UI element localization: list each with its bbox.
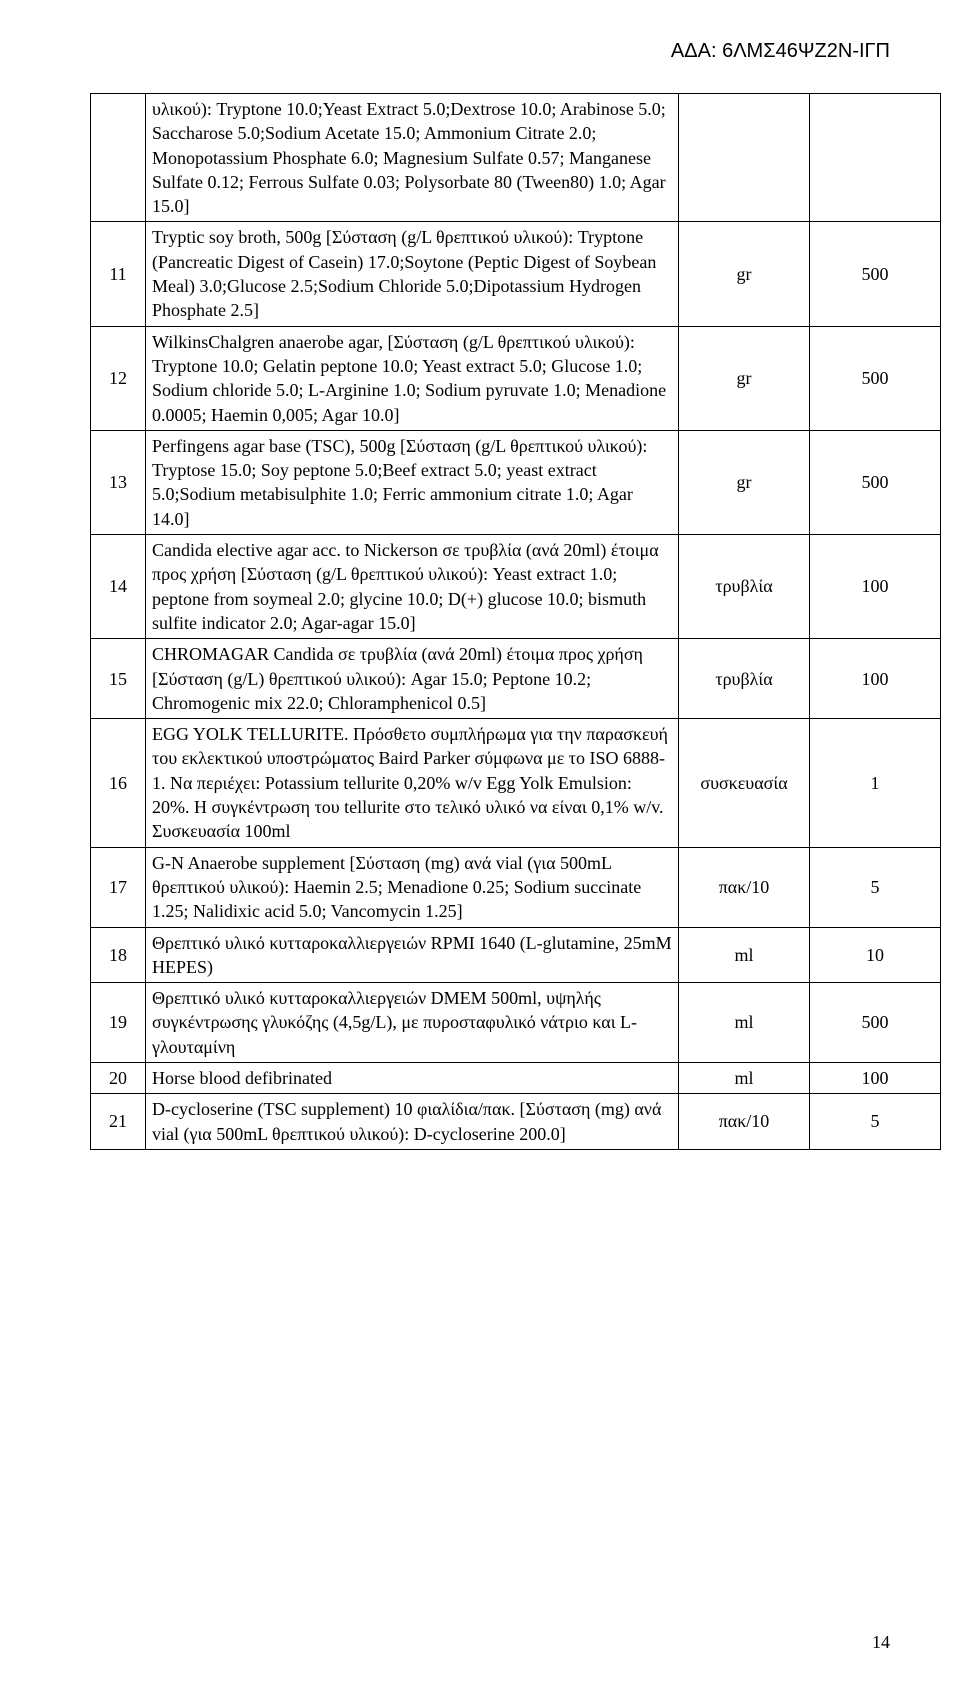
cell-desc: Tryptic soy broth, 500g [Σύσταση (g/L θρ…	[146, 222, 679, 326]
table-row: υλικού): Tryptone 10.0;Yeast Extract 5.0…	[91, 94, 941, 222]
cell-qty: 100	[810, 535, 941, 639]
document-page: ΑΔΑ: 6ΛΜΣ46ΨΖ2Ν-ΙΓΠ υλικού): Tryptone 10…	[0, 0, 960, 1683]
cell-num: 21	[91, 1094, 146, 1150]
table-row: 19 Θρεπτικό υλικό κυτταροκαλλιεργειών DM…	[91, 983, 941, 1063]
cell-desc: WilkinsChalgren anaerobe agar, [Σύσταση …	[146, 326, 679, 430]
cell-desc: Θρεπτικό υλικό κυτταροκαλλιεργειών DMEM …	[146, 983, 679, 1063]
cell-qty: 5	[810, 847, 941, 927]
cell-qty: 5	[810, 1094, 941, 1150]
cell-unit: ml	[679, 983, 810, 1063]
table-row: 13 Perfingens agar base (TSC), 500g [Σύσ…	[91, 430, 941, 534]
cell-num: 15	[91, 639, 146, 719]
cell-qty: 1	[810, 719, 941, 847]
cell-desc: G-N Anaerobe supplement [Σύσταση (mg) αν…	[146, 847, 679, 927]
cell-num: 13	[91, 430, 146, 534]
cell-num: 16	[91, 719, 146, 847]
table-row: 12 WilkinsChalgren anaerobe agar, [Σύστα…	[91, 326, 941, 430]
cell-num	[91, 94, 146, 222]
table-row: 16 EGG YOLK TELLURITE. Πρόσθετο συμπλήρω…	[91, 719, 941, 847]
table-row: 17 G-N Anaerobe supplement [Σύσταση (mg)…	[91, 847, 941, 927]
table-row: 20 Horse blood defibrinated ml 100	[91, 1062, 941, 1093]
cell-num: 14	[91, 535, 146, 639]
spec-table: υλικού): Tryptone 10.0;Yeast Extract 5.0…	[90, 93, 941, 1150]
cell-unit: πακ/10	[679, 847, 810, 927]
cell-unit: τρυβλία	[679, 639, 810, 719]
table-row: 21 D-cycloserine (TSC supplement) 10 φια…	[91, 1094, 941, 1150]
cell-unit: gr	[679, 222, 810, 326]
table-row: 15 CHROMAGAR Candida σε τρυβλία (ανά 20m…	[91, 639, 941, 719]
cell-unit: ml	[679, 927, 810, 983]
table-row: 18 Θρεπτικό υλικό κυτταροκαλλιεργειών RP…	[91, 927, 941, 983]
cell-desc: Θρεπτικό υλικό κυτταροκαλλιεργειών RPMI …	[146, 927, 679, 983]
cell-unit: συσκευασία	[679, 719, 810, 847]
cell-desc: CHROMAGAR Candida σε τρυβλία (ανά 20ml) …	[146, 639, 679, 719]
cell-unit: ml	[679, 1062, 810, 1093]
cell-qty: 500	[810, 326, 941, 430]
cell-desc: D-cycloserine (TSC supplement) 10 φιαλίδ…	[146, 1094, 679, 1150]
cell-qty: 500	[810, 983, 941, 1063]
cell-desc: υλικού): Tryptone 10.0;Yeast Extract 5.0…	[146, 94, 679, 222]
cell-qty: 10	[810, 927, 941, 983]
cell-num: 11	[91, 222, 146, 326]
cell-qty	[810, 94, 941, 222]
page-number: 14	[872, 1632, 890, 1653]
cell-desc: Perfingens agar base (TSC), 500g [Σύστασ…	[146, 430, 679, 534]
cell-num: 17	[91, 847, 146, 927]
cell-unit: gr	[679, 326, 810, 430]
table-row: 14 Candida elective agar acc. to Nickers…	[91, 535, 941, 639]
cell-qty: 100	[810, 639, 941, 719]
cell-num: 20	[91, 1062, 146, 1093]
cell-qty: 500	[810, 222, 941, 326]
cell-desc: Candida elective agar acc. to Nickerson …	[146, 535, 679, 639]
cell-num: 19	[91, 983, 146, 1063]
header-code: ΑΔΑ: 6ΛΜΣ46ΨΖ2Ν-ΙΓΠ	[90, 40, 890, 63]
cell-num: 18	[91, 927, 146, 983]
cell-qty: 500	[810, 430, 941, 534]
cell-unit: gr	[679, 430, 810, 534]
cell-unit	[679, 94, 810, 222]
cell-num: 12	[91, 326, 146, 430]
cell-qty: 100	[810, 1062, 941, 1093]
cell-desc: EGG YOLK TELLURITE. Πρόσθετο συμπλήρωμα …	[146, 719, 679, 847]
cell-unit: τρυβλία	[679, 535, 810, 639]
cell-unit: πακ/10	[679, 1094, 810, 1150]
cell-desc: Horse blood defibrinated	[146, 1062, 679, 1093]
table-row: 11 Tryptic soy broth, 500g [Σύσταση (g/L…	[91, 222, 941, 326]
